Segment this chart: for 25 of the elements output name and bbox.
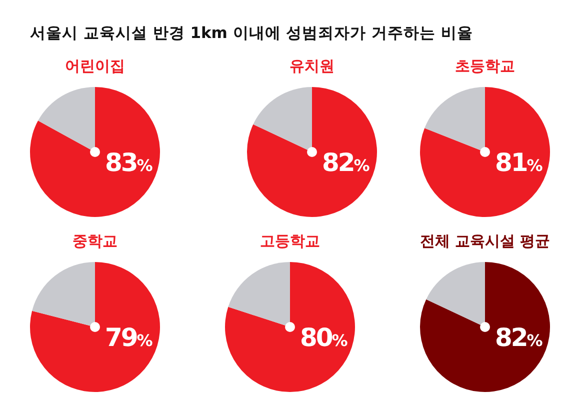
chart-title: 중학교 [72, 232, 118, 250]
pie-slice [247, 87, 377, 217]
pie-slice [30, 87, 160, 217]
chart-title: 초등학교 [455, 57, 515, 75]
text: 서울시 교육시설 반경 1km 이내에 성범죄자가 거주하는 비율 [30, 24, 474, 42]
pie-slice [420, 262, 550, 392]
chart-title: 유치원 [290, 57, 334, 75]
data-label: 81% [495, 148, 543, 177]
pie-slice [225, 262, 355, 392]
data-label: 82% [322, 148, 370, 177]
chart-title: 전체 교육시설 평균 [420, 232, 550, 250]
pie-slice [253, 87, 312, 152]
pie-slice [30, 262, 160, 392]
data-label: 80% [300, 323, 348, 352]
pie-slice [420, 87, 550, 217]
pie-slice [424, 87, 485, 152]
pie-slice [426, 262, 485, 327]
data-label: 83% [105, 148, 153, 177]
pie-slice [38, 87, 95, 152]
pie-slice [32, 262, 95, 327]
data-label: 82% [495, 323, 543, 352]
data-label: 79% [105, 323, 153, 352]
chart-title: 고등학교 [260, 232, 320, 250]
chart-title: 어린이집 [65, 57, 125, 75]
pie-slice [228, 262, 290, 327]
